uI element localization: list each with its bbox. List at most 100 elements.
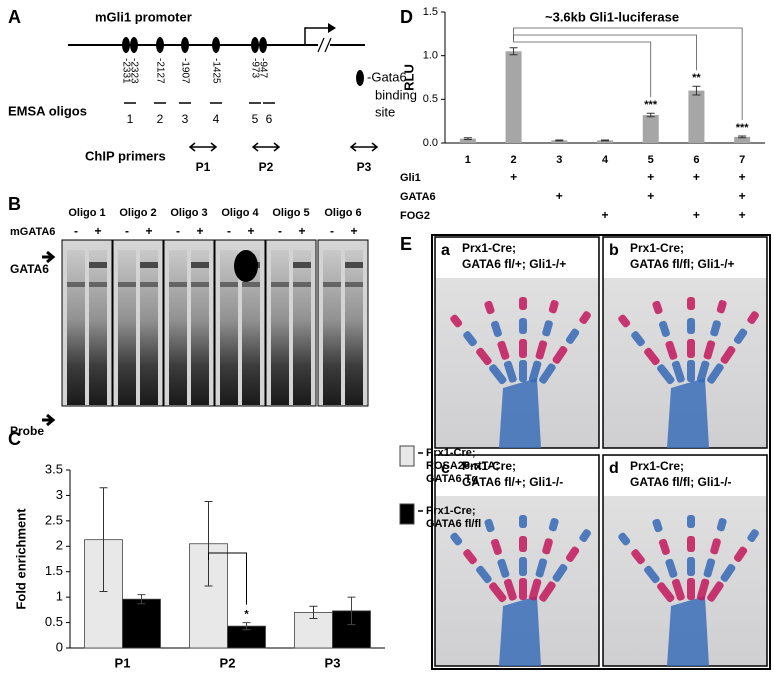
panel-letter: D: [400, 7, 413, 27]
significance-label: **: [692, 72, 701, 84]
y-tick-label: 3: [56, 487, 63, 502]
error-bar: [509, 47, 518, 56]
error-bar: [242, 622, 251, 631]
skeleton-segment: [535, 558, 548, 578]
skeleton-segment: [579, 529, 591, 543]
gata6-site: [156, 37, 164, 53]
gel-band: [140, 282, 158, 287]
bar: [642, 115, 659, 143]
skeleton-segment: [652, 300, 663, 315]
gata6-site: [212, 37, 220, 53]
bar: [122, 598, 161, 649]
gel-band: [89, 282, 107, 287]
skeleton-segment: [733, 328, 748, 344]
gel-lane: [345, 250, 363, 405]
skeleton-segment: [519, 536, 527, 552]
promoter-label: mGli1 promoter: [95, 9, 192, 24]
skeleton-palm: [499, 378, 541, 448]
legend-swatch: [399, 445, 415, 467]
subpanel-letter: b: [609, 242, 619, 259]
condition-mark: +: [693, 170, 700, 184]
skeleton-segment: [710, 320, 721, 337]
condition-mark: +: [647, 170, 654, 184]
site-label: -2323: [128, 58, 139, 84]
skeleton-segment: [687, 297, 695, 310]
skeleton-segment: [489, 364, 507, 385]
skeleton-palm: [667, 596, 709, 666]
skeleton-segment: [657, 582, 675, 603]
condition-mark: +: [601, 208, 608, 222]
legend-site: [356, 70, 364, 86]
oligo-number: 2: [157, 112, 164, 126]
condition-mark: +: [556, 189, 563, 203]
y-tick-label: 2.5: [45, 512, 63, 527]
skeleton-segment: [671, 360, 685, 383]
skeleton-segment: [519, 360, 527, 382]
skeleton-segment: [552, 563, 568, 582]
oligo-number: 3: [182, 112, 189, 126]
break-mark: [317, 37, 332, 53]
skeleton-segment: [519, 515, 527, 528]
y-axis-label: RLU: [401, 64, 416, 91]
error-bar: [99, 487, 108, 593]
skeleton-segment: [489, 582, 507, 603]
gel-band: [345, 282, 363, 287]
label-box: [436, 456, 598, 496]
chart-title: ~3.6kb Gli1-luciferase: [545, 9, 679, 24]
skeleton-segment: [747, 529, 759, 543]
gel-lane: [89, 250, 107, 405]
site-label: -1907: [179, 58, 190, 84]
oligo-number: 1: [127, 112, 134, 126]
skeleton-segment: [665, 558, 678, 578]
panel-letter: E: [400, 234, 412, 254]
site-legend: -Gata6: [367, 69, 407, 84]
y-tick-label: 1.0: [423, 50, 438, 62]
skeleton-segment: [519, 318, 527, 334]
primer-label: P3: [357, 160, 372, 174]
skeleton-segment: [716, 300, 727, 314]
legend-label: Prx1-Cre; ROSA26-rtTA; GATA6 Tg: [426, 447, 500, 485]
skeleton-segment: [658, 538, 670, 556]
error-bar: [601, 139, 609, 142]
skeleton-segment: [716, 518, 727, 532]
lane-sign: +: [350, 224, 357, 238]
skeleton-segment: [484, 300, 495, 315]
skeleton-segment: [528, 578, 542, 601]
skeleton-segment: [528, 360, 542, 383]
gel-band: [140, 262, 158, 268]
skeleton-segment: [618, 314, 631, 328]
skeleton-segment: [497, 558, 510, 578]
x-tick-label: 6: [693, 154, 699, 166]
skeleton-segment: [503, 360, 517, 383]
gel-band: [293, 282, 311, 287]
skeleton-segment: [548, 518, 559, 532]
skeleton-segment: [519, 578, 527, 600]
skeleton-segment: [687, 557, 695, 576]
skeleton-segment: [450, 532, 463, 546]
skeleton-segment: [703, 340, 716, 360]
skeleton-segment: [618, 532, 631, 546]
x-tick-label: P1: [115, 655, 131, 670]
lane-sign: +: [145, 224, 152, 238]
error-bar: [309, 605, 318, 620]
gel-lane: [271, 250, 289, 405]
oligo-number: 4: [213, 112, 220, 126]
band-arrow: [42, 250, 56, 264]
oligo-number: 5: [252, 112, 259, 126]
significance-label: *: [244, 608, 249, 620]
gel-band: [345, 262, 363, 268]
y-axis-label: Fold enrichment: [13, 508, 28, 610]
skeleton-segment: [565, 328, 580, 344]
x-tick-label: P3: [325, 655, 341, 670]
genotype-label: GATA6 fl/fl; Gli1-/+: [630, 257, 735, 271]
skeleton-segment: [631, 331, 645, 347]
subpanel-letter: d: [609, 460, 619, 477]
emsa-label: EMSA oligos: [8, 103, 87, 118]
skeleton-palm: [499, 596, 541, 666]
gel-lane: [118, 250, 136, 405]
oligo-number: 6: [266, 112, 273, 126]
gel-band: [118, 282, 136, 287]
skeleton-segment: [490, 320, 502, 338]
lane-sign: +: [94, 224, 101, 238]
